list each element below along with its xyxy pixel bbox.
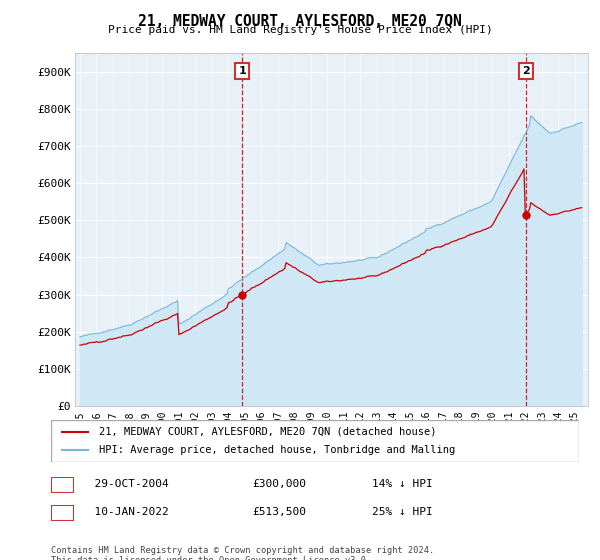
Text: 21, MEDWAY COURT, AYLESFORD, ME20 7QN: 21, MEDWAY COURT, AYLESFORD, ME20 7QN xyxy=(138,14,462,29)
Text: 25% ↓ HPI: 25% ↓ HPI xyxy=(372,507,433,517)
Text: 2: 2 xyxy=(522,66,530,76)
FancyBboxPatch shape xyxy=(51,420,579,462)
FancyBboxPatch shape xyxy=(51,477,74,493)
Text: 14% ↓ HPI: 14% ↓ HPI xyxy=(372,479,433,489)
Text: 10-JAN-2022: 10-JAN-2022 xyxy=(81,507,169,517)
Text: Price paid vs. HM Land Registry's House Price Index (HPI): Price paid vs. HM Land Registry's House … xyxy=(107,25,493,35)
Text: £513,500: £513,500 xyxy=(252,507,306,517)
Text: 2: 2 xyxy=(59,508,66,518)
Text: 1: 1 xyxy=(238,66,246,76)
Text: Contains HM Land Registry data © Crown copyright and database right 2024.
This d: Contains HM Land Registry data © Crown c… xyxy=(51,546,434,560)
FancyBboxPatch shape xyxy=(51,505,74,521)
Text: HPI: Average price, detached house, Tonbridge and Malling: HPI: Average price, detached house, Tonb… xyxy=(98,445,455,455)
Text: 1: 1 xyxy=(59,480,66,490)
Text: 29-OCT-2004: 29-OCT-2004 xyxy=(81,479,169,489)
Text: £300,000: £300,000 xyxy=(252,479,306,489)
Text: 21, MEDWAY COURT, AYLESFORD, ME20 7QN (detached house): 21, MEDWAY COURT, AYLESFORD, ME20 7QN (d… xyxy=(98,427,436,437)
